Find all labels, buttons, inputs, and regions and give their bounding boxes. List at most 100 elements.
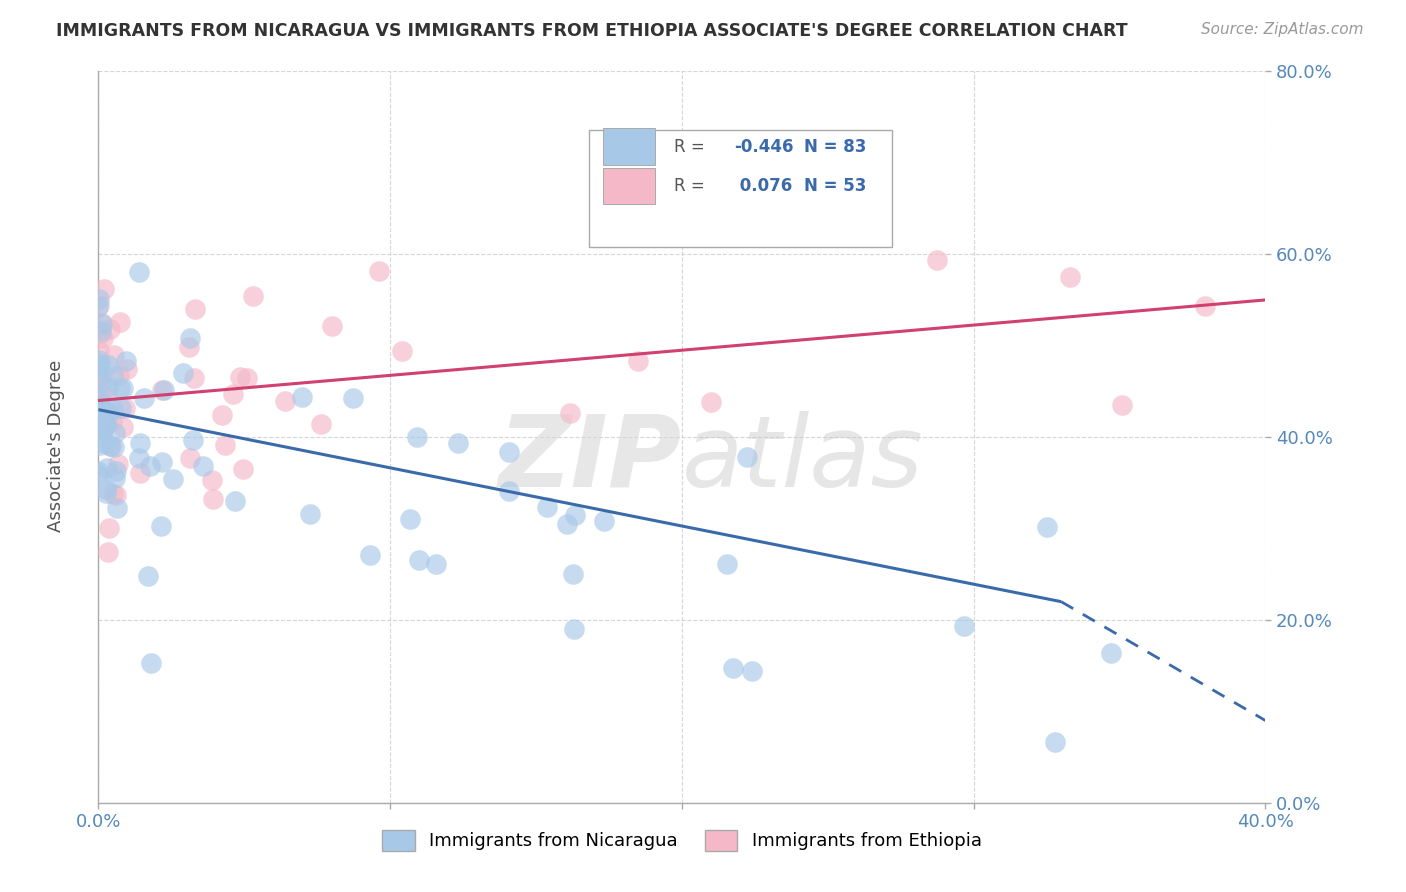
Point: [139, 656, 162, 670]
FancyBboxPatch shape: [589, 130, 891, 247]
FancyBboxPatch shape: [603, 168, 655, 204]
Point: [184, 302, 207, 317]
Point: [592, 514, 614, 528]
Point: [104, 471, 127, 485]
Point: [229, 370, 252, 384]
Point: [94, 408, 117, 422]
Point: [101, 414, 124, 428]
Point: [87, 301, 110, 315]
Point: [87, 343, 110, 358]
Point: [201, 473, 224, 487]
Point: [93, 402, 115, 417]
Point: [90, 387, 112, 401]
Point: [627, 353, 650, 368]
Point: [274, 393, 297, 408]
Point: [201, 492, 224, 507]
Point: [391, 344, 413, 359]
Point: [232, 462, 254, 476]
Point: [101, 368, 124, 382]
Point: [298, 507, 321, 521]
Point: [108, 381, 131, 395]
Point: [406, 430, 429, 444]
Point: [96, 486, 118, 500]
Point: [117, 362, 139, 376]
Point: [153, 384, 176, 398]
Point: [191, 458, 214, 473]
Point: [183, 371, 205, 385]
Point: [91, 317, 114, 331]
Point: [97, 380, 120, 394]
Point: [94, 436, 117, 450]
Point: [562, 567, 585, 582]
Point: [97, 358, 120, 372]
Point: [150, 383, 173, 397]
Point: [90, 324, 112, 338]
Point: [87, 421, 110, 435]
Point: [104, 426, 127, 441]
Point: [94, 417, 117, 432]
Point: [87, 397, 110, 411]
Point: [90, 425, 112, 440]
Point: [128, 436, 150, 450]
Point: [101, 487, 124, 501]
Point: [87, 361, 110, 376]
Point: [94, 417, 117, 431]
Point: [100, 439, 122, 453]
Point: [342, 392, 364, 406]
Point: [108, 368, 131, 383]
Point: [564, 508, 586, 522]
Point: [103, 440, 125, 454]
Point: [98, 440, 121, 454]
Point: [242, 288, 264, 302]
Text: IMMIGRANTS FROM NICARAGUA VS IMMIGRANTS FROM ETHIOPIA ASSOCIATE'S DEGREE CORRELA: IMMIGRANTS FROM NICARAGUA VS IMMIGRANTS …: [56, 22, 1128, 40]
Point: [222, 386, 245, 401]
Point: [108, 315, 131, 329]
Text: R =: R =: [673, 178, 710, 195]
Point: [96, 389, 118, 403]
Point: [89, 357, 111, 371]
Point: [321, 319, 343, 334]
Point: [98, 406, 121, 420]
Point: [96, 460, 118, 475]
Legend: Immigrants from Nicaragua, Immigrants from Ethiopia: Immigrants from Nicaragua, Immigrants fr…: [373, 821, 991, 860]
Point: [927, 253, 949, 268]
Point: [1059, 269, 1081, 284]
Point: [87, 409, 110, 423]
Point: [536, 500, 558, 515]
Point: [735, 450, 758, 464]
Point: [721, 661, 744, 675]
Point: [112, 420, 135, 434]
Point: [105, 500, 128, 515]
Point: [94, 483, 117, 497]
Point: [138, 569, 160, 583]
Point: [1111, 398, 1133, 412]
Point: [425, 558, 447, 572]
Point: [211, 408, 233, 422]
Point: [89, 373, 111, 387]
Point: [1036, 520, 1059, 534]
Point: [1043, 735, 1066, 749]
Text: atlas: atlas: [682, 410, 924, 508]
Point: [98, 520, 121, 534]
Point: [562, 622, 585, 636]
Point: [110, 401, 132, 416]
Point: [103, 348, 125, 362]
Point: [89, 437, 111, 451]
Point: [139, 459, 162, 474]
Point: [105, 488, 128, 502]
Point: [179, 331, 201, 345]
Text: N = 53: N = 53: [804, 178, 868, 195]
Point: [87, 464, 110, 478]
Point: [555, 516, 578, 531]
Point: [150, 455, 173, 469]
Point: [149, 518, 172, 533]
Point: [128, 451, 150, 466]
Point: [90, 367, 112, 381]
Point: [367, 264, 389, 278]
Point: [91, 316, 114, 330]
Point: [114, 353, 136, 368]
Point: [91, 331, 114, 345]
Point: [224, 494, 246, 508]
Point: [359, 548, 381, 562]
Point: [87, 352, 110, 367]
